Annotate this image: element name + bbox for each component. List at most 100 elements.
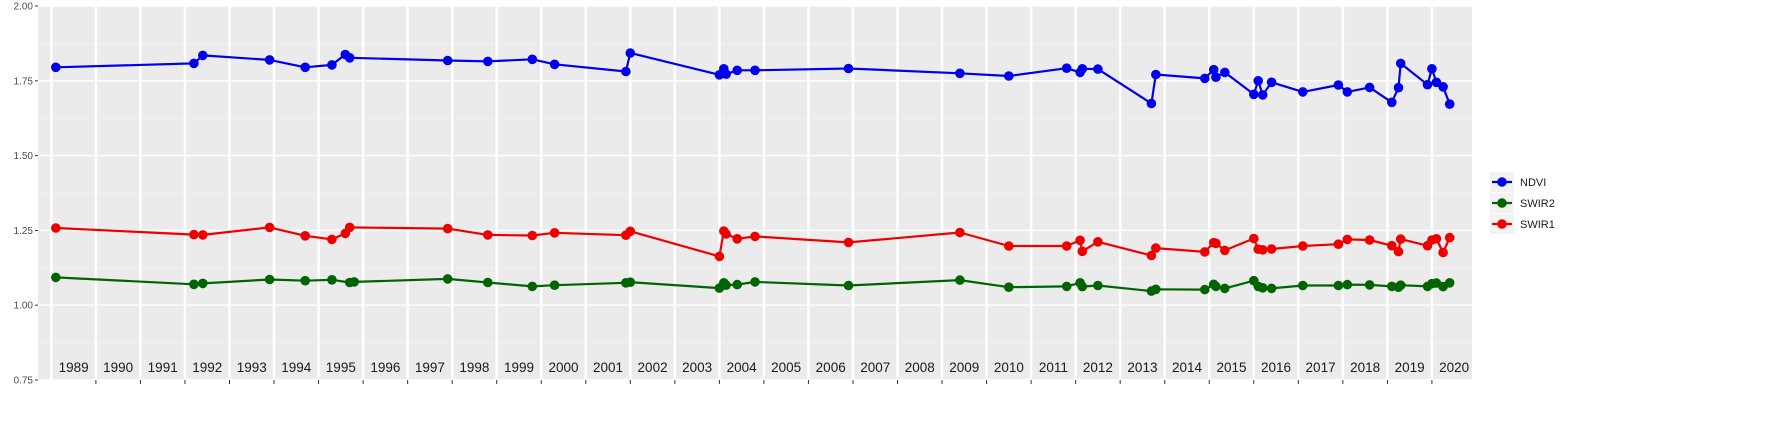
data-point-ndvi	[1298, 87, 1308, 97]
data-point-ndvi	[1364, 82, 1375, 93]
year-label: 2006	[816, 360, 846, 375]
year-label: 1998	[459, 360, 489, 375]
data-point-ndvi	[1395, 58, 1406, 69]
year-label: 2020	[1439, 360, 1469, 375]
data-point-swir1	[1200, 247, 1210, 257]
data-point-swir1	[843, 237, 854, 248]
data-point-ndvi	[721, 69, 731, 79]
data-point-swir1	[1431, 234, 1442, 244]
data-point-swir2	[300, 275, 311, 286]
data-point-swir1	[1333, 239, 1344, 249]
data-point-swir1	[1438, 247, 1448, 258]
data-point-swir2	[51, 272, 61, 283]
data-point-swir2	[1220, 283, 1230, 294]
data-point-ndvi	[1253, 76, 1263, 86]
data-point-swir1	[625, 226, 636, 237]
year-label: 1992	[192, 360, 222, 375]
data-point-swir1	[1249, 233, 1259, 244]
legend-point-swir2	[1497, 198, 1507, 208]
y-tick-label: 1.00	[14, 301, 34, 312]
data-point-swir1	[714, 251, 725, 262]
data-point-swir2	[442, 274, 453, 284]
data-point-ndvi	[300, 62, 311, 73]
data-point-ndvi	[1393, 82, 1404, 93]
y-tick-label: 1.25	[14, 226, 34, 237]
data-point-swir2	[483, 277, 493, 288]
year-label: 1999	[504, 360, 534, 375]
data-point-swir2	[1200, 284, 1210, 295]
x-axis	[95, 380, 1433, 384]
year-label: 2011	[1039, 360, 1068, 375]
data-point-ndvi	[625, 48, 636, 58]
data-point-ndvi	[198, 50, 208, 61]
data-point-swir2	[1077, 281, 1088, 292]
data-point-ndvi	[483, 56, 493, 67]
year-label: 2005	[771, 360, 801, 375]
year-label: 2014	[1172, 360, 1203, 375]
data-point-ndvi	[264, 55, 275, 65]
data-point-ndvi	[1200, 73, 1210, 84]
data-point-swir1	[1075, 235, 1085, 246]
data-point-swir1	[732, 234, 742, 244]
data-point-ndvi	[51, 62, 61, 73]
data-point-swir1	[483, 230, 493, 240]
data-point-swir2	[955, 275, 965, 285]
legend-label-swir1: SWIR1	[1520, 219, 1555, 231]
data-point-swir2	[349, 277, 360, 287]
y-tick-label: 2.00	[14, 2, 34, 13]
year-label: 2013	[1127, 360, 1157, 375]
year-label: 2019	[1395, 360, 1425, 375]
year-label: 2008	[905, 360, 935, 375]
data-point-swir1	[1393, 246, 1404, 257]
data-point-swir1	[750, 231, 760, 242]
year-label: 1991	[148, 360, 178, 375]
data-point-swir2	[1333, 280, 1344, 291]
data-point-ndvi	[1208, 64, 1219, 75]
data-point-swir1	[300, 231, 311, 241]
data-point-swir1	[721, 229, 731, 239]
data-point-swir2	[1342, 279, 1353, 290]
data-point-ndvi	[955, 68, 965, 79]
data-point-ndvi	[1211, 72, 1221, 82]
data-point-swir2	[1395, 280, 1406, 291]
data-point-swir1	[198, 230, 208, 240]
data-point-ndvi	[1093, 64, 1103, 74]
year-label: 1996	[370, 360, 400, 375]
data-point-ndvi	[344, 53, 355, 63]
data-point-ndvi	[1342, 87, 1353, 97]
data-point-ndvi	[843, 63, 854, 74]
year-label: 2010	[994, 360, 1024, 375]
data-point-swir1	[264, 222, 275, 233]
data-point-swir2	[1151, 284, 1161, 295]
data-point-swir2	[1298, 280, 1308, 291]
data-point-ndvi	[1249, 89, 1259, 100]
year-label: 2001	[593, 360, 623, 375]
grid-minor	[38, 43, 1472, 343]
year-label: 2004	[727, 360, 758, 375]
data-point-swir1	[189, 229, 199, 240]
data-point-swir2	[189, 279, 199, 290]
data-point-swir2	[527, 281, 538, 292]
y-tick-label: 0.75	[14, 376, 34, 387]
data-point-ndvi	[1438, 82, 1448, 92]
data-point-swir1	[1444, 232, 1455, 243]
year-label: 2002	[638, 360, 668, 375]
legend-point-ndvi	[1497, 177, 1507, 187]
data-point-swir1	[1387, 240, 1397, 251]
data-point-ndvi	[732, 65, 742, 76]
year-label: 2012	[1083, 360, 1113, 375]
data-point-ndvi	[1061, 63, 1072, 73]
data-point-swir1	[1395, 234, 1406, 244]
data-point-ndvi	[327, 60, 337, 70]
data-point-swir1	[1342, 234, 1353, 245]
data-point-swir2	[1444, 278, 1455, 288]
data-point-ndvi	[1220, 67, 1230, 78]
year-label: 1994	[281, 360, 312, 375]
year-label: 2007	[860, 360, 890, 375]
data-point-swir1	[442, 223, 453, 234]
data-point-swir1	[1004, 241, 1014, 251]
data-point-swir2	[1061, 281, 1072, 292]
data-point-ndvi	[750, 65, 760, 76]
data-point-swir2	[1257, 283, 1268, 293]
